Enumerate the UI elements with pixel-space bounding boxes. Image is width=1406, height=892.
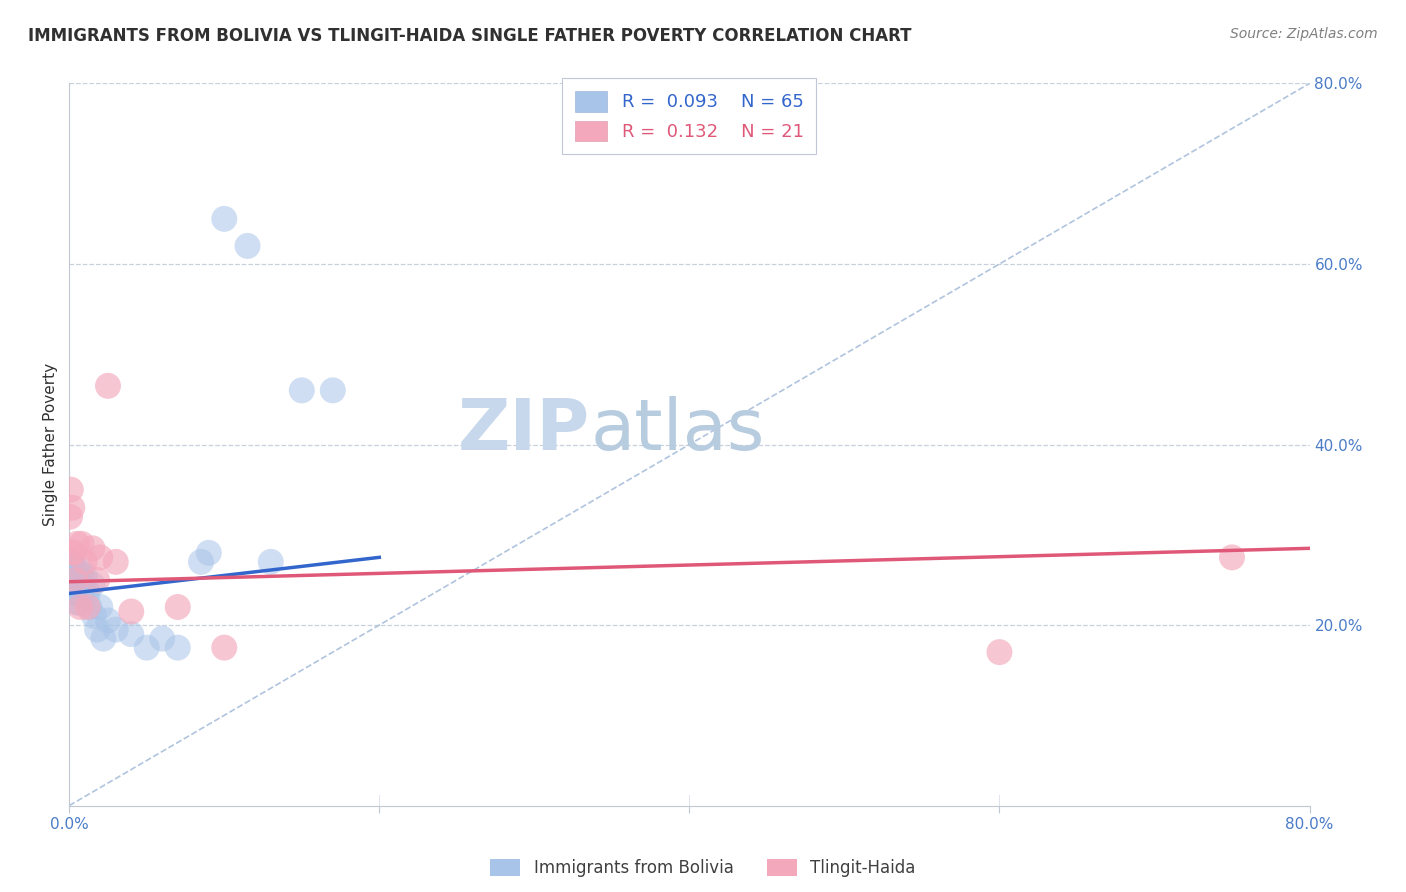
Point [60, 582, 83, 596]
Point [59, 568, 82, 582]
Point [214, 211, 236, 226]
Point [86, 623, 108, 637]
Point [66, 595, 89, 609]
Legend: Immigrants from Bolivia, Tlingit-Haida: Immigrants from Bolivia, Tlingit-Haida [484, 852, 922, 884]
Point [60, 555, 83, 569]
Text: Source: ZipAtlas.com: Source: ZipAtlas.com [1230, 27, 1378, 41]
Point [67, 595, 90, 609]
Point [104, 555, 127, 569]
Point [322, 384, 344, 398]
Point [75, 582, 97, 596]
Point [60, 559, 83, 574]
Point [97, 614, 120, 628]
Point [69, 564, 91, 578]
Point [63, 577, 86, 591]
Point [197, 546, 219, 560]
Point [59, 483, 82, 497]
Point [60, 555, 83, 569]
Point [988, 645, 1011, 659]
Point [60, 546, 83, 560]
Point [59, 573, 82, 587]
Point [69, 582, 91, 596]
Point [89, 599, 111, 614]
Point [70, 537, 93, 551]
Point [60, 577, 83, 591]
Point [73, 568, 96, 582]
Point [63, 568, 86, 582]
Y-axis label: Single Father Poverty: Single Father Poverty [44, 363, 58, 526]
Point [82, 577, 104, 591]
Point [62, 573, 84, 587]
Point [291, 384, 314, 398]
Point [66, 537, 89, 551]
Point [65, 573, 87, 587]
Point [60, 577, 83, 591]
Point [62, 582, 84, 596]
Point [60, 500, 83, 515]
Point [135, 640, 157, 655]
Point [69, 599, 91, 614]
Point [63, 577, 86, 591]
Point [65, 568, 87, 582]
Point [70, 586, 93, 600]
Point [59, 582, 82, 596]
Point [59, 564, 82, 578]
Point [236, 239, 259, 253]
Point [89, 550, 111, 565]
Point [97, 379, 120, 393]
Point [120, 605, 142, 619]
Text: ZIP: ZIP [458, 395, 591, 465]
Point [190, 555, 212, 569]
Point [59, 577, 82, 591]
Text: atlas: atlas [591, 395, 765, 465]
Point [73, 555, 96, 569]
Point [104, 623, 127, 637]
Point [60, 573, 83, 587]
Point [60, 568, 83, 582]
Point [79, 599, 101, 614]
Point [72, 577, 94, 591]
Point [76, 586, 98, 600]
Text: IMMIGRANTS FROM BOLIVIA VS TLINGIT-HAIDA SINGLE FATHER POVERTY CORRELATION CHART: IMMIGRANTS FROM BOLIVIA VS TLINGIT-HAIDA… [28, 27, 911, 45]
Point [63, 559, 86, 574]
Point [76, 599, 98, 614]
Point [214, 640, 236, 655]
Legend: R =  0.093    N = 65, R =  0.132    N = 21: R = 0.093 N = 65, R = 0.132 N = 21 [562, 78, 817, 154]
Point [63, 546, 86, 560]
Point [66, 577, 89, 591]
Point [86, 573, 108, 587]
Point [166, 599, 188, 614]
Point [66, 586, 89, 600]
Point [120, 627, 142, 641]
Point [59, 555, 82, 569]
Point [63, 568, 86, 582]
Point [83, 609, 105, 624]
Point [63, 586, 86, 600]
Point [65, 577, 87, 591]
Point [166, 640, 188, 655]
Point [66, 568, 89, 582]
Point [59, 568, 82, 582]
Point [150, 632, 173, 646]
Point [60, 559, 83, 574]
Point [91, 632, 114, 646]
Point [82, 541, 104, 556]
Point [65, 586, 87, 600]
Point [59, 564, 82, 578]
Point [59, 582, 82, 596]
Point [67, 577, 90, 591]
Point [1220, 550, 1243, 565]
Point [260, 555, 283, 569]
Point [62, 564, 84, 578]
Point [67, 586, 90, 600]
Point [59, 509, 82, 524]
Point [70, 568, 93, 582]
Point [60, 568, 83, 582]
